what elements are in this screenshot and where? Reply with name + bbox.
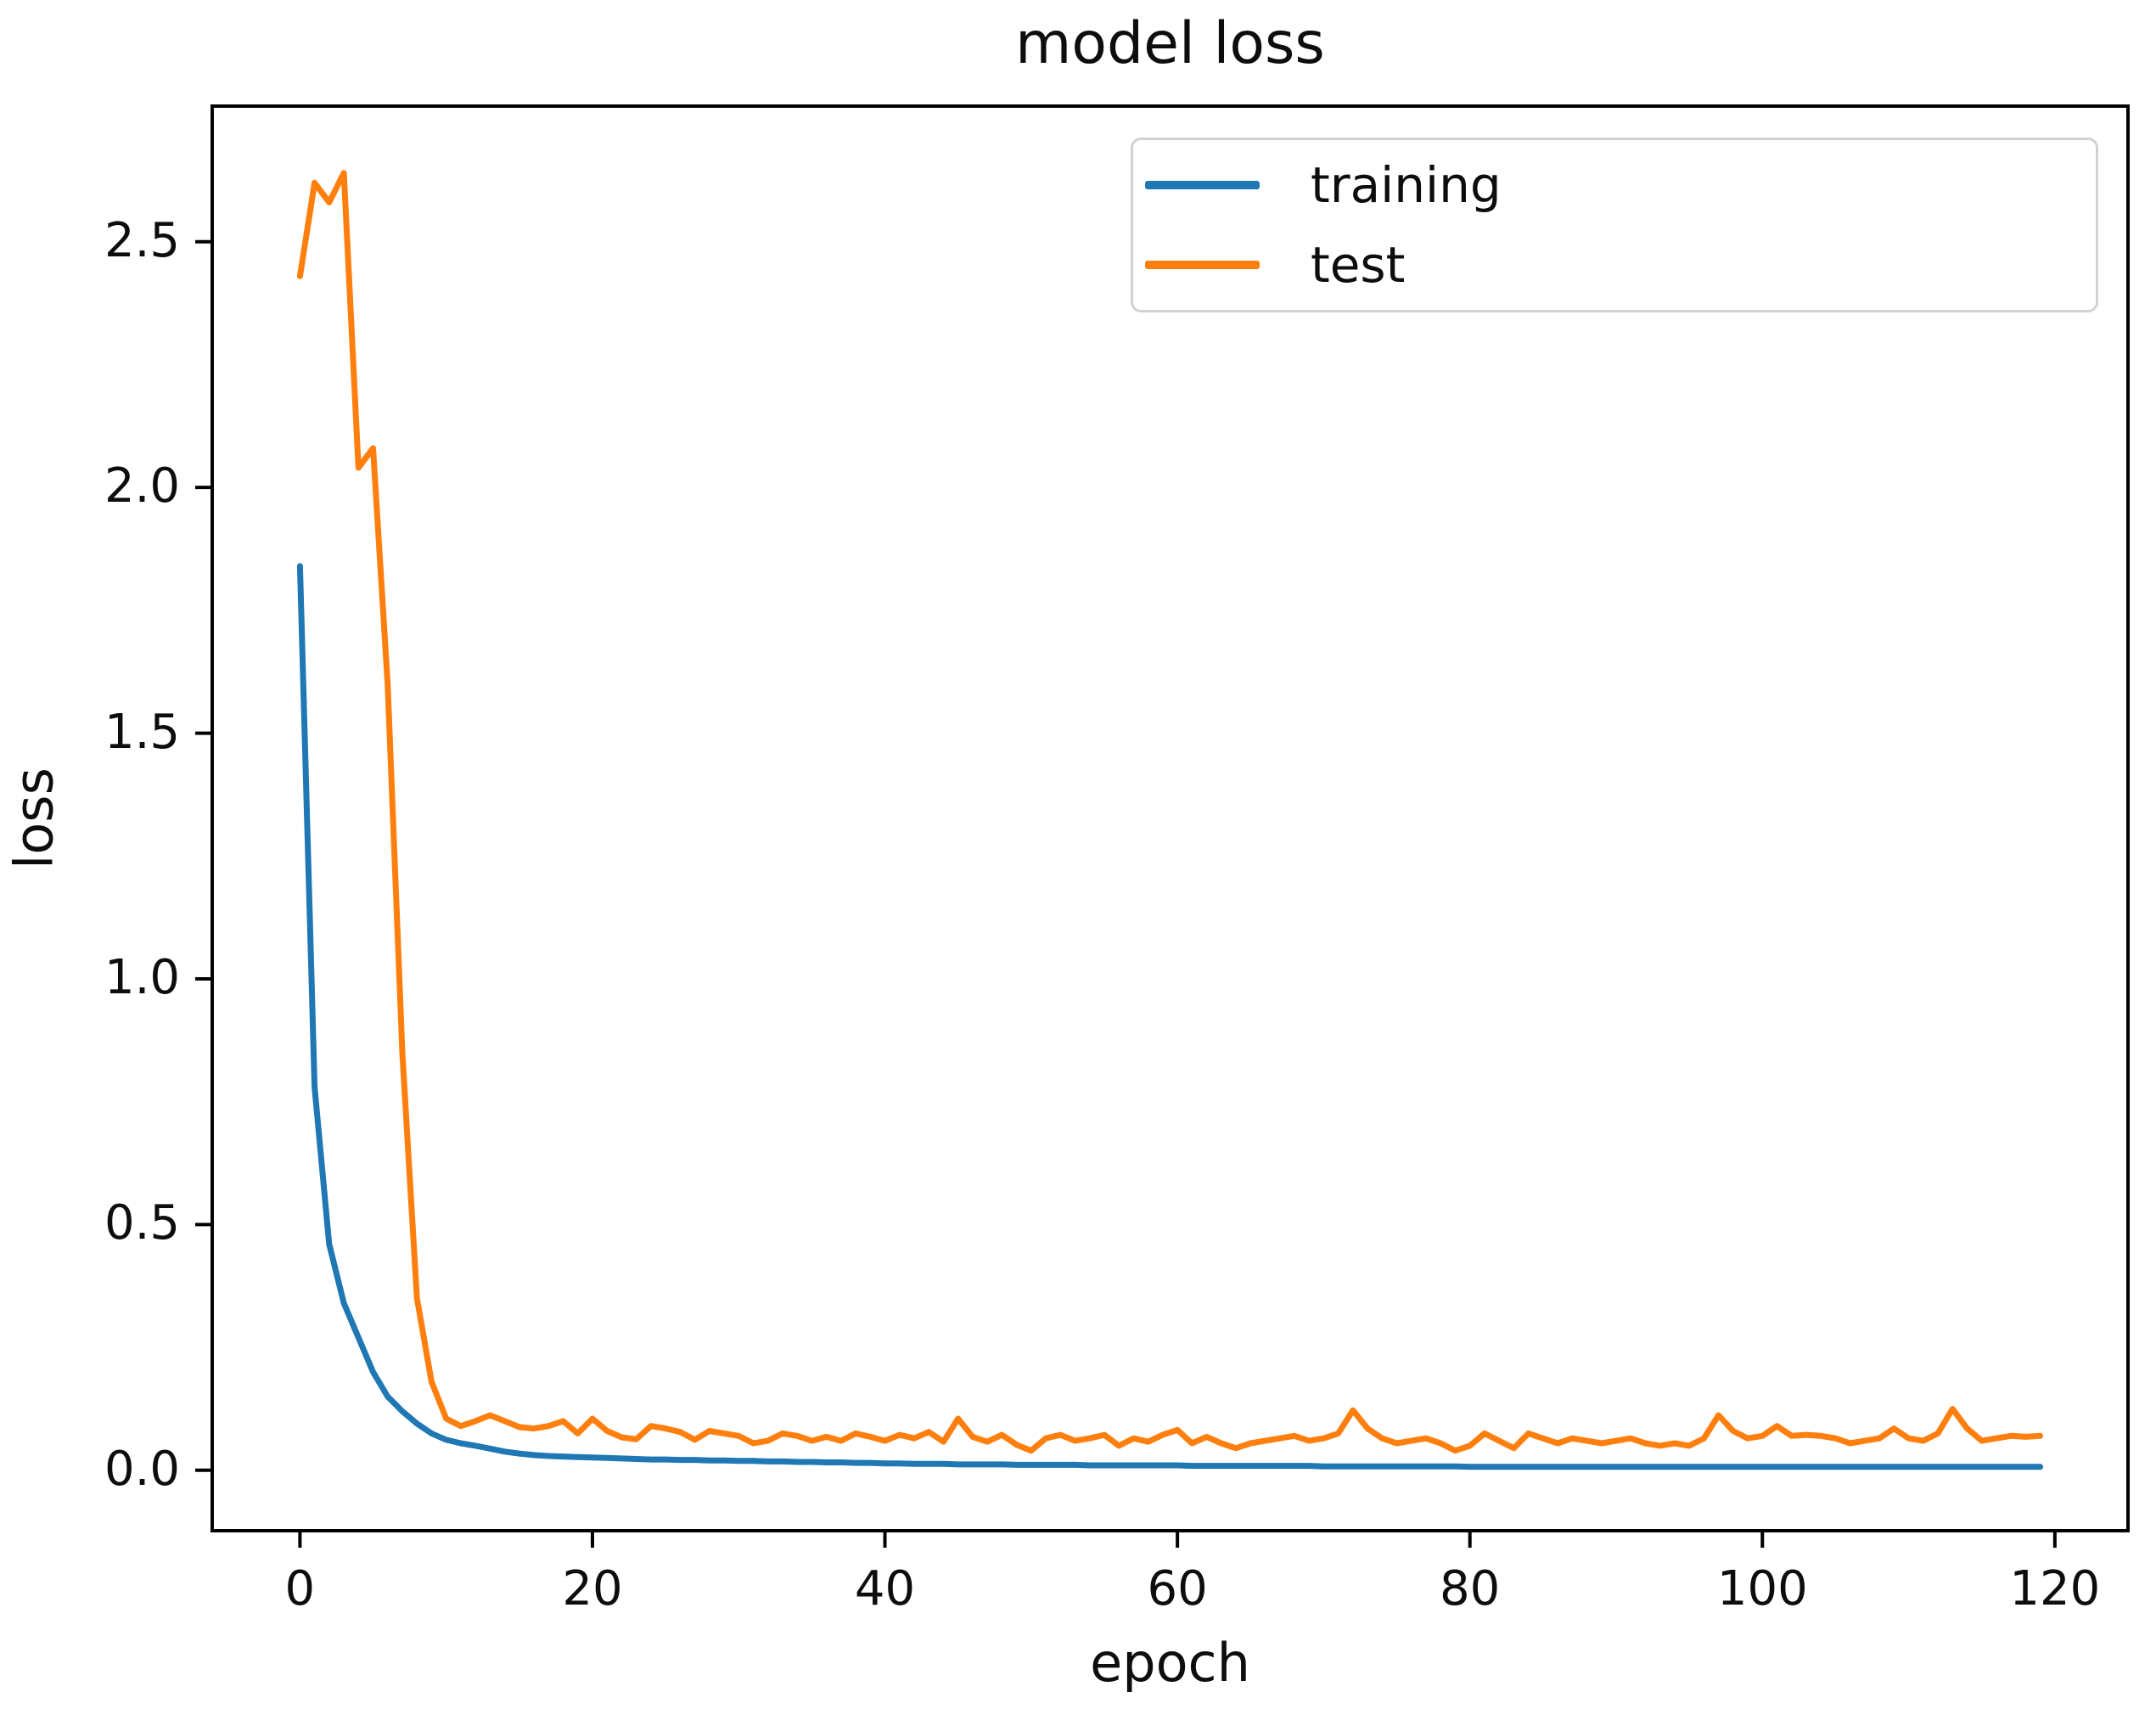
x-tick-label: 80	[1440, 1561, 1501, 1616]
x-tick-label: 60	[1147, 1561, 1208, 1616]
y-tick-label: 2.0	[104, 458, 180, 514]
x-tick-label: 20	[562, 1561, 623, 1616]
y-tick-label: 1.5	[104, 704, 180, 760]
legend-label-training: training	[1311, 156, 1502, 214]
legend-item-test: test	[1133, 225, 2096, 305]
test-line-swatch	[1145, 261, 1260, 269]
x-tick-label: 120	[2009, 1561, 2101, 1616]
x-tick-label: 40	[854, 1561, 916, 1616]
training-line-swatch	[1145, 181, 1260, 189]
x-axis-label: epoch	[1090, 1632, 1250, 1694]
legend-label-test: test	[1311, 236, 1406, 294]
y-tick-label: 2.5	[104, 212, 180, 268]
y-tick-label: 0.5	[104, 1195, 180, 1251]
axes-frame	[211, 104, 2130, 1532]
legend: training test	[1131, 138, 2098, 312]
x-tick-label: 100	[1716, 1561, 1808, 1616]
y-axis-label: loss	[3, 767, 65, 869]
training-line	[296, 563, 2044, 1470]
y-tick-label: 1.0	[104, 949, 180, 1005]
y-tick-label: 0.0	[104, 1441, 180, 1497]
x-tick-label: 0	[284, 1561, 316, 1616]
chart-title: model loss	[1015, 10, 1325, 77]
test-line	[296, 170, 2044, 1454]
legend-item-training: training	[1133, 145, 2096, 225]
